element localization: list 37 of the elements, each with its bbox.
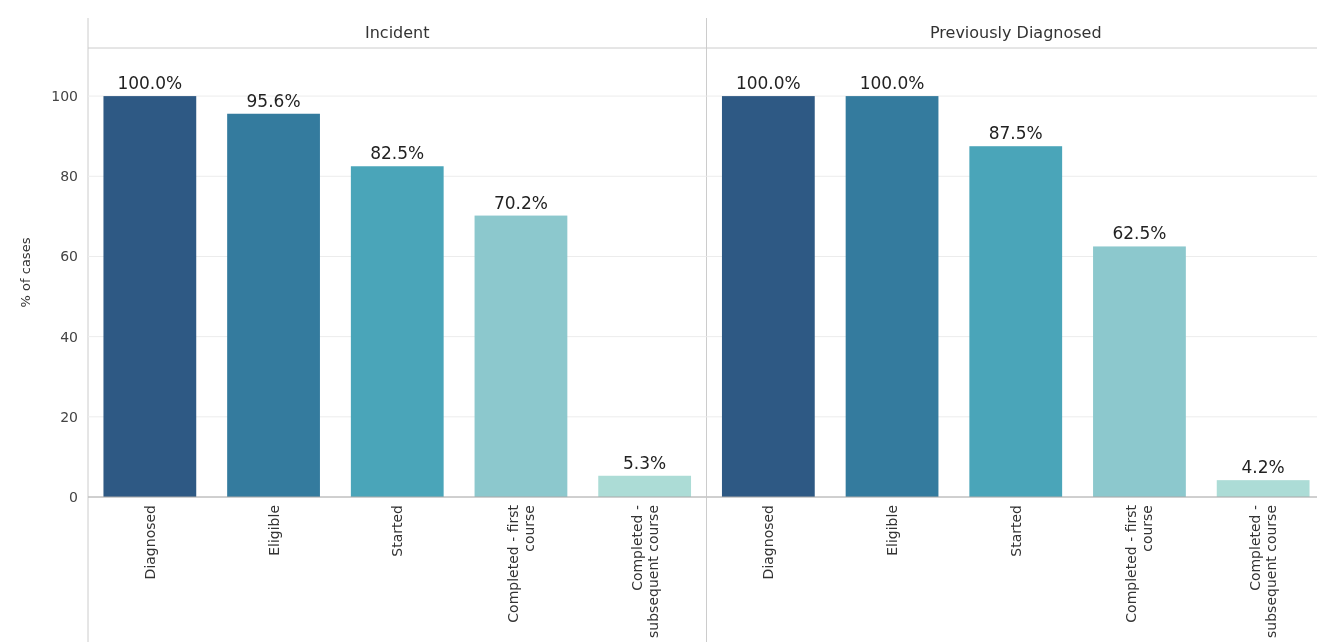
data-label: 82.5% xyxy=(370,143,425,164)
x-tick-label: Completed - first course xyxy=(504,504,537,623)
data-label: 70.2% xyxy=(493,192,548,213)
bar xyxy=(227,113,320,497)
x-tick-label: Eligible xyxy=(884,505,901,556)
bar xyxy=(350,166,444,497)
x-tick-label: Started xyxy=(389,505,406,557)
bar xyxy=(103,96,197,497)
y-tick-label: 80 xyxy=(60,168,78,185)
y-tick-label: 0 xyxy=(69,488,78,505)
data-label: 5.3% xyxy=(623,452,667,473)
bar xyxy=(969,146,1063,497)
data-label: 95.6% xyxy=(246,90,301,111)
x-tick-label: Diagnosed xyxy=(141,505,158,580)
x-tick-label: Eligible xyxy=(265,505,282,556)
bar xyxy=(1093,246,1186,497)
chart-title: Incident xyxy=(364,23,430,42)
x-tick-label: Diagnosed xyxy=(760,505,777,580)
y-tick-label: 40 xyxy=(60,328,78,345)
bar xyxy=(1216,480,1310,497)
x-tick-label: Completed - first course xyxy=(1123,504,1156,623)
bar xyxy=(598,475,692,497)
chart-title: Previously Diagnosed xyxy=(929,23,1102,42)
data-label: 4.2% xyxy=(1241,457,1285,478)
y-tick-label: 100 xyxy=(51,88,78,105)
y-axis-title: % of cases xyxy=(18,237,33,308)
x-tick-label: Started xyxy=(1007,505,1024,557)
data-label: 100.0% xyxy=(859,73,925,94)
bar xyxy=(474,215,568,497)
bar xyxy=(721,96,815,497)
bar xyxy=(845,96,939,497)
data-label: 100.0% xyxy=(735,73,801,94)
data-label: 87.5% xyxy=(988,123,1043,144)
y-tick-label: 60 xyxy=(60,248,78,265)
y-tick-label: 20 xyxy=(60,408,78,425)
data-label: 100.0% xyxy=(117,73,183,94)
data-label: 62.5% xyxy=(1112,223,1167,244)
